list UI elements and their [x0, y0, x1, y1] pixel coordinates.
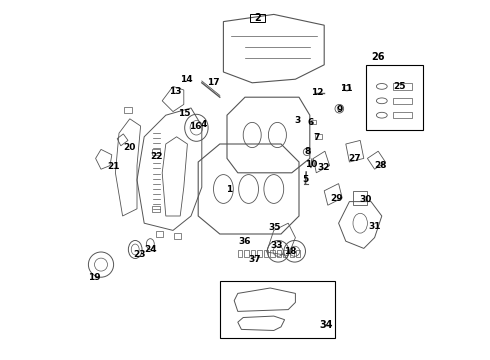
Text: 14: 14: [180, 75, 193, 84]
Bar: [315, 134, 321, 139]
Bar: [156, 231, 163, 237]
Text: 30: 30: [359, 195, 372, 204]
Text: 32: 32: [317, 163, 330, 172]
Text: 18: 18: [285, 247, 297, 256]
Bar: [270, 250, 274, 257]
Text: 8: 8: [304, 147, 310, 156]
Text: 13: 13: [169, 87, 181, 96]
Bar: [257, 250, 262, 257]
Text: 11: 11: [340, 84, 353, 93]
Bar: [283, 250, 288, 257]
Bar: [392, 83, 413, 90]
Text: 22: 22: [150, 152, 163, 161]
Bar: [296, 250, 300, 257]
Bar: [124, 107, 132, 113]
Text: 36: 36: [239, 238, 251, 247]
Text: 17: 17: [207, 78, 220, 87]
Bar: [264, 250, 268, 257]
Text: 31: 31: [368, 222, 381, 231]
Text: 1: 1: [226, 185, 232, 194]
Bar: [251, 250, 255, 257]
Text: 5: 5: [302, 175, 309, 184]
Bar: [392, 98, 413, 104]
Text: 10: 10: [305, 160, 318, 169]
Text: 9: 9: [336, 105, 343, 114]
Text: 34: 34: [319, 320, 333, 330]
Text: 29: 29: [330, 194, 343, 202]
Text: 7: 7: [313, 133, 319, 142]
Text: 24: 24: [145, 245, 157, 253]
Text: 27: 27: [348, 154, 360, 163]
Bar: [220, 281, 335, 338]
Text: 16: 16: [189, 122, 201, 131]
Bar: [311, 120, 316, 124]
Bar: [152, 149, 160, 155]
Text: 35: 35: [268, 223, 281, 232]
Bar: [290, 250, 294, 257]
Text: 19: 19: [88, 273, 101, 282]
Bar: [277, 250, 281, 257]
Text: 4: 4: [200, 120, 207, 129]
Text: 21: 21: [107, 162, 120, 171]
Bar: [250, 14, 265, 22]
Text: 6: 6: [308, 118, 314, 127]
Bar: [366, 65, 423, 130]
Text: 3: 3: [294, 116, 300, 125]
Bar: [152, 206, 160, 212]
Bar: [174, 233, 181, 239]
Text: 23: 23: [133, 251, 146, 259]
Bar: [238, 250, 242, 257]
Bar: [245, 250, 248, 257]
Bar: [392, 112, 413, 118]
Text: 26: 26: [371, 52, 385, 62]
Text: 33: 33: [270, 241, 283, 250]
Text: 15: 15: [177, 109, 190, 118]
Text: 2: 2: [254, 13, 261, 23]
Text: 20: 20: [123, 143, 135, 152]
Text: 37: 37: [248, 256, 261, 264]
Text: 25: 25: [393, 82, 406, 91]
Text: 28: 28: [374, 161, 386, 170]
Text: 12: 12: [311, 88, 323, 97]
